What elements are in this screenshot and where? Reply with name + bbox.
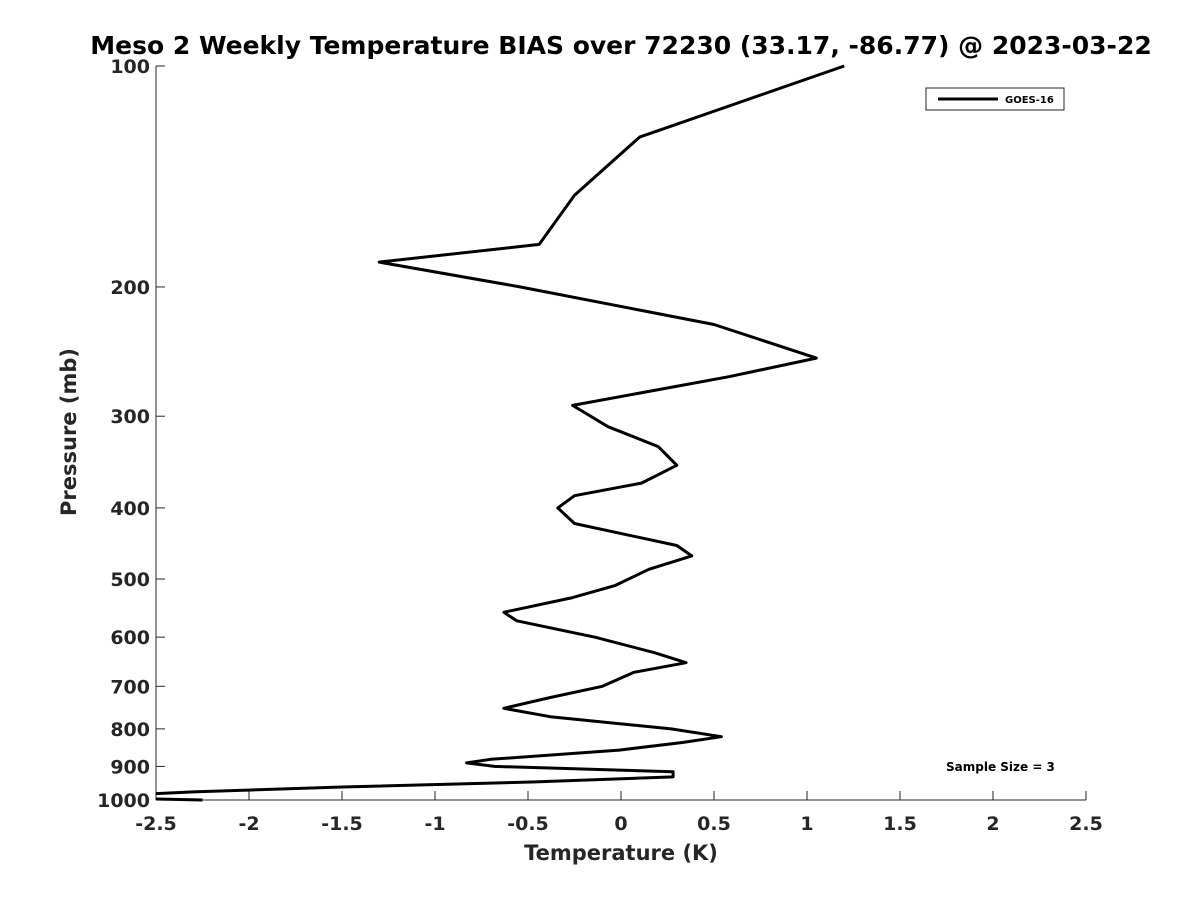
y-tick-label: 500: [110, 569, 150, 591]
x-tick-label: 1: [800, 813, 813, 835]
y-tick-label: 800: [110, 719, 150, 741]
sample-size-annotation: Sample Size = 3: [946, 760, 1055, 774]
y-tick-label: 900: [110, 756, 150, 778]
x-tick-label: -2: [238, 813, 259, 835]
y-axis-label: Pressure (mb): [57, 348, 81, 516]
y-tick-label: 300: [110, 406, 150, 428]
x-axis-ticks: -2.5 -2 -1.5 -1 -0.5 0 0.5 1 1.5 2 2.5: [135, 791, 1103, 835]
y-tick-label: 100: [110, 56, 150, 78]
x-tick-label: 2: [986, 813, 999, 835]
x-tick-label: -2.5: [135, 813, 177, 835]
y-tick-label: 1000: [97, 790, 150, 812]
legend-label-goes-16: GOES-16: [1005, 95, 1054, 106]
y-tick-label: 200: [110, 277, 150, 299]
x-tick-label: 1.5: [883, 813, 917, 835]
chart-title: Meso 2 Weekly Temperature BIAS over 7223…: [90, 31, 1151, 60]
y-tick-label: 700: [110, 676, 150, 698]
plot-area: -2.5 -2 -1.5 -1 -0.5 0 0.5 1 1.5 2 2.5 100 200 300 40…: [97, 56, 1103, 835]
x-tick-label: -1.5: [321, 813, 363, 835]
y-tick-label: 600: [110, 627, 150, 649]
series-layer: [155, 64, 845, 802]
x-axis-label: Temperature (K): [524, 841, 718, 865]
x-tick-label: 2.5: [1069, 813, 1103, 835]
x-tick-label: -0.5: [507, 813, 549, 835]
x-tick-label: 0.5: [697, 813, 731, 835]
series-line-goes-16: [155, 64, 845, 796]
x-tick-label: 0: [614, 813, 627, 835]
legend: GOES-16: [925, 87, 1065, 111]
series-line-segment: [155, 797, 203, 802]
x-tick-label: -1: [424, 813, 445, 835]
y-axis-ticks: 100 200 300 400 500 600 700 800 900 1000: [97, 56, 165, 812]
y-tick-label: 400: [110, 498, 150, 520]
